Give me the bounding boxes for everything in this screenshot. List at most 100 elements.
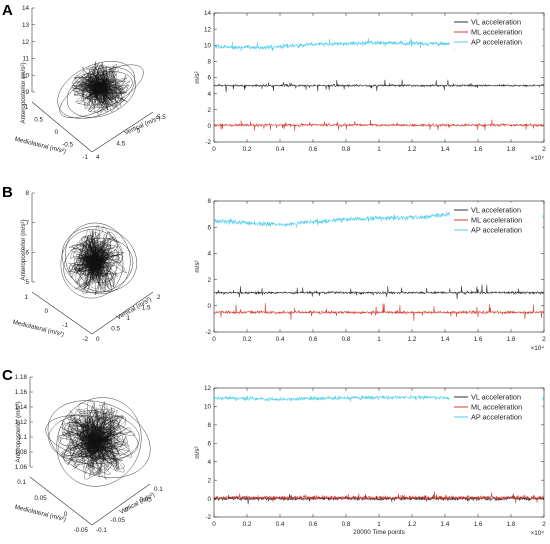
x-tick-label: 0 [212, 146, 216, 153]
trajectory-loop [59, 64, 144, 118]
panel-letter-b: B [2, 184, 13, 201]
y-tick-label: 0.5 [111, 326, 120, 333]
y-tick-label: 2 [157, 294, 161, 301]
legend-label: AP acceleration [471, 413, 522, 422]
y-tick-label: 12 [204, 26, 212, 33]
z-tick-label: 1.18 [15, 374, 28, 381]
scatter-3d-c: Anteroposterior (m/s²) Mediolateral (m/s… [14, 374, 163, 534]
panel-letter-a: A [2, 2, 13, 19]
x-tick-label: 0 [44, 308, 48, 315]
legend-label: VL acceleration [471, 393, 521, 402]
legend-label: ML acceleration [471, 216, 522, 225]
y-tick-label: 4 [96, 154, 100, 161]
x-tick-label: 1.4 [441, 336, 450, 343]
x-tick-label: 0.1 [17, 479, 26, 486]
x-tick-label: 1 [377, 146, 381, 153]
panel-letter-c: C [2, 367, 13, 384]
y-tick-label: 12 [204, 385, 212, 392]
x-tick-label: 0 [212, 521, 216, 528]
x-tick-label: 0 [64, 511, 68, 518]
x-tick-label: 1.2 [408, 521, 417, 528]
y-tick-label: 10 [204, 42, 212, 49]
x-tick-label: 0.6 [309, 146, 318, 153]
x-tick-label: 1 [24, 294, 28, 301]
x-tick-label: 0.05 [34, 495, 47, 502]
x-exponent: ×10⁴ [531, 530, 545, 537]
series-line-vl [213, 493, 545, 505]
y-tick-label: 4 [207, 459, 211, 466]
x-exponent: ×10⁴ [531, 345, 545, 352]
y-tick-label: 14 [204, 10, 212, 17]
y-tick-label: 0.1 [154, 486, 163, 493]
x-tick-label: 2 [542, 146, 546, 153]
series-line-ml [213, 491, 545, 504]
z-tick-label: 10 [22, 72, 30, 79]
trajectory-loop [56, 397, 142, 487]
y-axis-line [91, 111, 154, 153]
trajectory-path [71, 61, 131, 116]
x-tick-label: 1.4 [441, 146, 450, 153]
z-axis-label: Anteroposterior (m/s²) [20, 62, 27, 123]
x-tick-label: 0.8 [342, 336, 351, 343]
y-tick-label: -2 [205, 139, 211, 146]
x-tick-label: 1.2 [408, 146, 417, 153]
y-tick-label: 8 [207, 422, 211, 429]
x-tick-label: 0 [212, 336, 216, 343]
x-tick-label: 1.4 [441, 521, 450, 528]
y-tick-label: 2 [207, 107, 211, 114]
x-tick-label: 2 [542, 336, 546, 343]
x-tick-label: 1.6 [474, 146, 483, 153]
y-tick-label: -0.1 [96, 527, 107, 534]
trajectory-path [67, 225, 127, 296]
x-tick-label: 0.2 [243, 521, 252, 528]
x-tick-label: 0.4 [276, 146, 285, 153]
z-tick-label: 7 [25, 220, 29, 227]
z-tick-label: 1.14 [15, 404, 28, 411]
x-axis-label: Mediolateral (m/s²) [14, 136, 67, 155]
x-tick-label: 1 [24, 104, 28, 111]
series-line-vl [213, 284, 545, 300]
x-tick-label: -1 [82, 154, 88, 161]
y-tick-label: 6 [207, 75, 211, 82]
z-axis-label: Anteroposterior (m/s²) [20, 219, 27, 280]
x-axis-line [29, 476, 93, 526]
y-axis-label: m/s² [194, 260, 201, 272]
panel-c: C Anteroposterior (m/s²) Mediolateral (m… [2, 367, 546, 537]
x-tick-label: 1 [377, 521, 381, 528]
y-tick-label: 6 [207, 440, 211, 447]
series-line-ml [213, 302, 545, 321]
y-axis-line [91, 483, 151, 526]
z-tick-label: 11 [22, 56, 29, 63]
x-axis-label: Mediolateral (m/s²) [14, 504, 67, 523]
x-tick-label: 1.8 [507, 521, 516, 528]
x-tick-label: 0.6 [309, 336, 318, 343]
y-tick-label: 5.5 [157, 114, 166, 121]
y-tick-label: -0.05 [111, 517, 126, 524]
x-tick-label: 1.8 [507, 336, 516, 343]
panel-a: A Anteroposterior (m/s²) Mediolateral (m… [2, 2, 546, 162]
y-tick-label: 2 [207, 277, 211, 284]
y-tick-label: 0 [207, 496, 211, 503]
x-tick-label: 1 [377, 336, 381, 343]
trajectory-path [57, 400, 136, 480]
y-tick-label: -2 [205, 329, 211, 336]
y-tick-label: 4 [207, 251, 211, 258]
z-tick-label: 1.06 [15, 464, 28, 471]
x-axis-line [31, 291, 93, 335]
y-tick-label: 1 [127, 315, 131, 322]
x-tick-label: -1 [62, 322, 68, 329]
y-tick-label: 8 [207, 59, 211, 66]
trajectory-loop [60, 229, 124, 299]
y-tick-label: 0 [96, 336, 100, 343]
x-tick-label: 1.8 [507, 146, 516, 153]
trajectory-loop [45, 415, 139, 460]
z-tick-label: 6 [25, 250, 29, 257]
z-tick-label: 14 [22, 5, 30, 12]
y-tick-label: 5 [137, 127, 141, 134]
x-axis-line [31, 101, 93, 153]
scatter-3d-a: Anteroposterior (m/s²) Mediolateral (m/s… [14, 5, 166, 161]
